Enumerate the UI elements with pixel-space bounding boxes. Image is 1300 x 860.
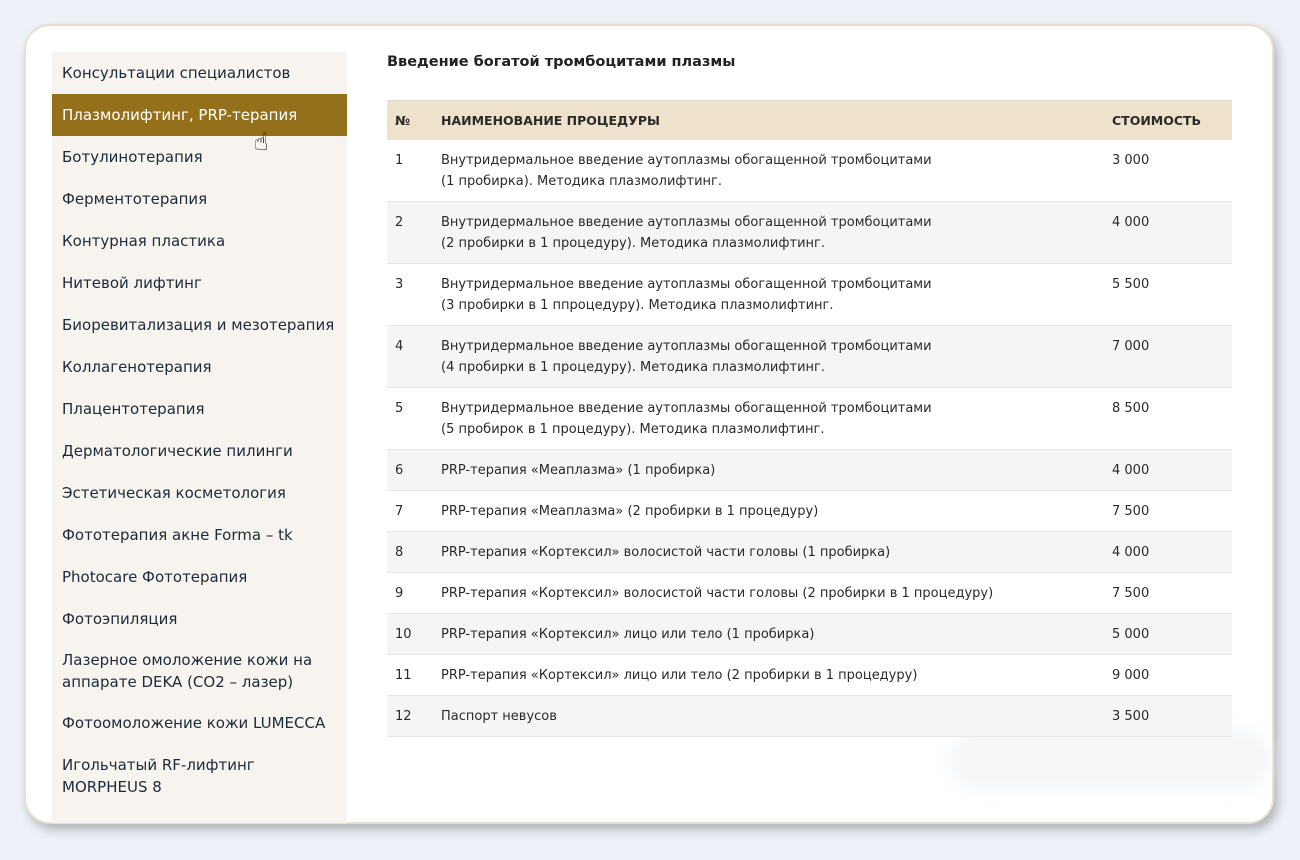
sidebar-item[interactable]: Контурная пластика [62, 232, 226, 250]
sidebar-item[interactable]: Нитевой лифтинг [62, 274, 202, 292]
sidebar-item[interactable]: Консультации специалистов [62, 64, 291, 82]
row-price: 5 000 [1112, 613, 1232, 655]
sidebar-item[interactable]: Ферментотерапия [62, 190, 208, 208]
table-row: 9 PRP-терапия «Кортексил» волосистой част… [387, 572, 1232, 614]
row-number: 1 [387, 140, 441, 202]
table-row: 8 PRP-терапия «Кортексил» волосистой част… [387, 531, 1232, 573]
services-sidebar: Консультации специалистов Плазмолифтинг, … [52, 52, 347, 823]
row-price: 7 500 [1112, 490, 1232, 532]
row-price: 5 500 [1112, 263, 1232, 326]
row-price: 9 000 [1112, 654, 1232, 696]
procedure-name-detail: (5 пробирок в 1 процедуру). Методика пла… [441, 422, 825, 437]
sidebar-item[interactable]: Дерматологические пилинги [62, 442, 293, 460]
row-number: 3 [387, 263, 441, 326]
row-name: PRP-терапия «Меаплазма» (2 пробирки в 1 … [441, 490, 1112, 532]
table-row: 12 Паспорт невусов 3 500 [387, 695, 1232, 737]
procedure-name: PRP-терапия «Меаплазма» (1 пробирка) [441, 463, 716, 478]
row-price: 4 000 [1112, 449, 1232, 491]
procedure-name-detail: (3 пробирки в 1 ппроцедуру). Методика пл… [441, 298, 834, 313]
row-price: 7 500 [1112, 572, 1232, 614]
row-number: 4 [387, 325, 441, 388]
row-number: 5 [387, 387, 441, 450]
row-number: 7 [387, 490, 441, 532]
row-price: 8 500 [1112, 387, 1232, 450]
hand-pointer-icon: ☝ [254, 128, 269, 156]
col-number: № [387, 100, 441, 140]
procedure-name-detail: (1 пробирка). Методика плазмолифтинг. [441, 174, 722, 189]
procedure-name: Внутридермальное введение аутоплазмы обо… [441, 401, 932, 416]
row-price: 3 000 [1112, 140, 1232, 202]
price-table: № НАИМЕНОВАНИЕ ПРОЦЕДУРЫ СТОИМОСТЬ 1 Внут… [387, 100, 1232, 737]
table-row: 6 PRP-терапия «Меаплазма» (1 пробирка) 4 0… [387, 449, 1232, 491]
row-name: Паспорт невусов [441, 695, 1112, 737]
sidebar-item[interactable]: Фотоэпиляция [62, 610, 178, 628]
col-price: СТОИМОСТЬ [1112, 100, 1232, 140]
row-number: 10 [387, 613, 441, 655]
row-name: Внутридермальное введение аутоплазмы обо… [441, 201, 1112, 264]
row-name: Внутридермальное введение аутоплазмы обо… [441, 140, 1112, 202]
table-row: 11 PRP-терапия «Кортексил» лицо или тело … [387, 654, 1232, 696]
table-row: 4 Внутридермальное введение аутоплазмы об… [387, 325, 1232, 388]
table-row: 1 Внутридермальное введение аутоплазмы об… [387, 140, 1232, 202]
sidebar-item[interactable]: Биоревитализация и мезотерапия [62, 316, 335, 334]
procedure-name: Внутридермальное введение аутоплазмы обо… [441, 339, 932, 354]
procedure-name-detail: (4 пробирки в 1 процедуру). Методика пла… [441, 360, 825, 375]
table-header: № НАИМЕНОВАНИЕ ПРОЦЕДУРЫ СТОИМОСТЬ [387, 100, 1232, 140]
row-name: PRP-терапия «Кортексил» волосистой части… [441, 572, 1112, 614]
sidebar-item[interactable]: Фототерапия акне Forma – tk [62, 526, 293, 544]
sidebar-item[interactable]: Эстетическая косметология [62, 484, 286, 502]
sidebar-item[interactable]: Лазерное омоложение кожи на аппарате DEK… [62, 651, 313, 691]
row-name: Внутридермальное введение аутоплазмы обо… [441, 387, 1112, 450]
row-number: 2 [387, 201, 441, 264]
row-number: 8 [387, 531, 441, 573]
row-price: 4 000 [1112, 531, 1232, 573]
col-name: НАИМЕНОВАНИЕ ПРОЦЕДУРЫ [441, 100, 1112, 140]
procedure-name: Внутридермальное введение аутоплазмы обо… [441, 277, 932, 292]
row-price: 4 000 [1112, 201, 1232, 264]
row-name: PRP-терапия «Меаплазма» (1 пробирка) [441, 449, 1112, 491]
row-name: Внутридермальное введение аутоплазмы обо… [441, 263, 1112, 326]
procedure-name: PRP-терапия «Кортексил» лицо или тело (1… [441, 627, 815, 642]
procedure-name: PRP-терапия «Кортексил» лицо или тело (2… [441, 668, 918, 683]
procedure-name: PRP-терапия «Меаплазма» (2 пробирки в 1 … [441, 504, 819, 519]
section-title: Введение богатой тромбоцитами плазмы [387, 54, 736, 70]
sidebar-item[interactable]: Коллагенотерапия [62, 358, 212, 376]
row-name: Внутридермальное введение аутоплазмы обо… [441, 325, 1112, 388]
blur-area [950, 730, 1270, 790]
sidebar-item[interactable]: Плацентотерапия [62, 400, 205, 418]
row-price: 7 000 [1112, 325, 1232, 388]
row-number: 12 [387, 695, 441, 737]
table-row: 2 Внутридермальное введение аутоплазмы об… [387, 201, 1232, 264]
table-row: 7 PRP-терапия «Меаплазма» (2 пробирки в 1… [387, 490, 1232, 532]
sidebar-item[interactable]: Фотоомоложение кожи LUMECCA [62, 714, 326, 732]
sidebar-item[interactable]: Плазмолифтинг, PRP-терапия [52, 94, 347, 136]
sidebar-item[interactable]: Photocare Фототерапия [62, 568, 248, 586]
procedure-name: Внутридермальное введение аутоплазмы обо… [441, 215, 932, 230]
procedure-name: Внутридермальное введение аутоплазмы обо… [441, 153, 932, 168]
row-name: PRP-терапия «Кортексил» лицо или тело (2… [441, 654, 1112, 696]
procedure-name: PRP-терапия «Кортексил» волосистой части… [441, 586, 994, 601]
table-row: 10 PRP-терапия «Кортексил» лицо или тело … [387, 613, 1232, 655]
procedure-name-detail: (2 пробирки в 1 процедуру). Методика пла… [441, 236, 825, 251]
row-name: PRP-терапия «Кортексил» волосистой части… [441, 531, 1112, 573]
row-name: PRP-терапия «Кортексил» лицо или тело (1… [441, 613, 1112, 655]
sidebar-item[interactable]: Ботулинотерапия [62, 148, 203, 166]
sidebar-item[interactable]: Игольчатый RF-лифтинг MORPHEUS 8 [62, 756, 255, 796]
row-number: 9 [387, 572, 441, 614]
price-section: Введение богатой тромбоцитами плазмы № Н… [387, 52, 1232, 737]
row-number: 11 [387, 654, 441, 696]
row-price: 3 500 [1112, 695, 1232, 737]
row-number: 6 [387, 449, 441, 491]
procedure-name: PRP-терапия «Кортексил» волосистой части… [441, 545, 891, 560]
table-row: 3 Внутридермальное введение аутоплазмы об… [387, 263, 1232, 326]
procedure-name: Паспорт невусов [441, 709, 557, 724]
table-row: 5 Внутридермальное введение аутоплазмы об… [387, 387, 1232, 450]
